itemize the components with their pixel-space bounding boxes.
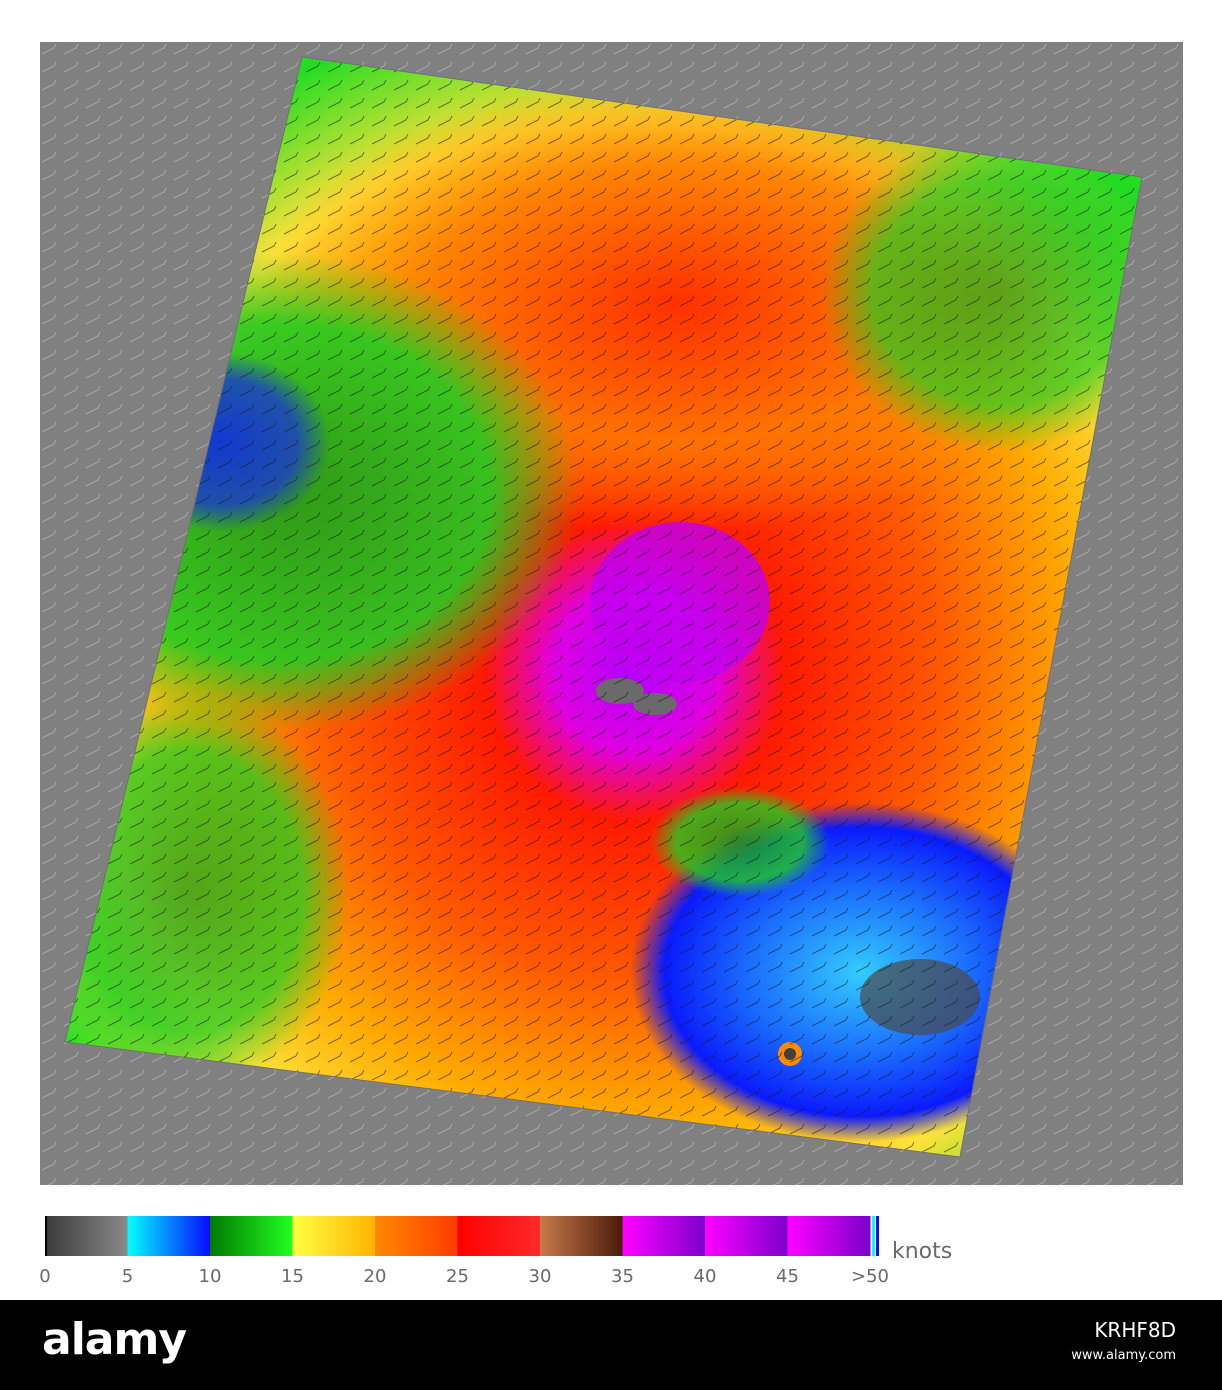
color-scale-legend: 0 5 10 15 20 25 30 35 40 45 >50 knots	[0, 1200, 1222, 1300]
legend-segment	[127, 1216, 211, 1256]
legend-units-label: knots	[892, 1239, 952, 1264]
image-id: KRHF8D	[1094, 1318, 1176, 1342]
legend-svg: 0 5 10 15 20 25 30 35 40 45 >50 knots	[39, 1216, 952, 1287]
watermark-footer: alamy KRHF8D www.alamy.com	[0, 1300, 1222, 1390]
legend-tick-label: 35	[611, 1266, 634, 1287]
legend-tick-label: 15	[281, 1266, 304, 1287]
legend-overflow-cap	[872, 1216, 875, 1256]
wind-map-svg	[40, 42, 1183, 1185]
legend-tick-label: 30	[529, 1266, 552, 1287]
site-url: www.alamy.com	[1071, 1348, 1176, 1363]
legend-tick-labels: 0 5 10 15 20 25 30 35 40 45 >50	[39, 1266, 889, 1287]
legend-segment	[292, 1216, 376, 1256]
legend-segment	[45, 1216, 128, 1256]
legend-tick-label: 40	[694, 1266, 717, 1287]
legend-tick-label: 10	[199, 1266, 222, 1287]
legend-segment	[210, 1216, 293, 1256]
legend-segment	[375, 1216, 458, 1256]
legend-tick-label: 0	[39, 1266, 50, 1287]
legend-overflow-cap	[876, 1216, 879, 1256]
legend-segment	[787, 1216, 871, 1256]
legend-segment	[622, 1216, 706, 1256]
legend-tick-label: >50	[851, 1266, 889, 1287]
legend-segment	[540, 1216, 623, 1256]
legend-segment	[457, 1216, 541, 1256]
swath-outline	[64, 56, 1143, 1158]
legend-tick-label: 5	[122, 1266, 133, 1287]
image-code: KRHF8D www.alamy.com	[1071, 1318, 1176, 1363]
legend-tick-label: 25	[446, 1266, 469, 1287]
legend-edge	[45, 1216, 47, 1256]
legend-tick-label: 20	[364, 1266, 387, 1287]
legend-color-bar	[45, 1216, 879, 1256]
legend-segment	[705, 1216, 788, 1256]
brand-logo: alamy	[42, 1314, 187, 1365]
legend-tick-label: 45	[776, 1266, 799, 1287]
wind-speed-map	[40, 42, 1183, 1185]
